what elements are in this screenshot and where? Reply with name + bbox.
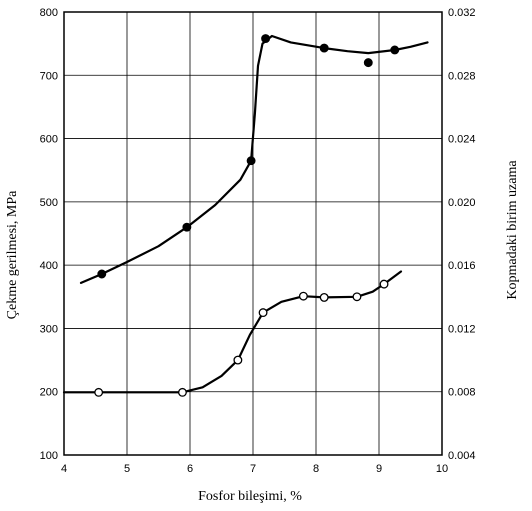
y-right-tick-label: 0.008 (448, 387, 476, 399)
data-point-open (319, 292, 329, 302)
data-point-open (352, 292, 362, 302)
data-point-open (94, 387, 104, 397)
y-left-tick-label: 200 (40, 387, 58, 399)
data-point-filled (261, 34, 271, 44)
y-left-axis-ticks: 100 200 300 400 500 600 700 800 (40, 7, 58, 462)
y-right-tick-label: 0.012 (448, 323, 476, 335)
data-point-open (379, 279, 389, 289)
y-right-tick-label: 0.032 (448, 7, 476, 19)
y-left-tick-label: 800 (40, 7, 58, 19)
data-point-open (258, 308, 268, 318)
y-left-tick-label: 700 (40, 70, 58, 82)
y-right-tick-label: 0.024 (448, 134, 476, 146)
data-point-filled (319, 43, 329, 53)
y-left-tick-label: 600 (40, 134, 58, 146)
y-right-tick-label: 0.020 (448, 197, 476, 209)
data-point-open (233, 355, 243, 365)
x-axis-ticks: 4 5 6 7 8 9 10 (61, 463, 448, 475)
x-tick-label: 9 (376, 463, 382, 475)
data-point-filled (390, 45, 400, 55)
data-point-open (177, 387, 187, 397)
series-line-1 (79, 34, 429, 284)
x-tick-label: 10 (436, 463, 448, 475)
data-point-filled (182, 222, 192, 232)
y-left-tick-label: 500 (40, 197, 58, 209)
x-tick-label: 8 (313, 463, 319, 475)
x-axis-title: Fosfor bileşimi, % (198, 489, 302, 504)
y-right-tick-label: 0.028 (448, 70, 476, 82)
data-point-filled (246, 156, 256, 166)
y-right-axis-title: Kopmadaki birim uzama (505, 160, 520, 300)
data-point-open (298, 291, 308, 301)
x-tick-label: 4 (61, 463, 67, 475)
y-left-tick-label: 300 (40, 323, 58, 335)
series-line-2 (62, 270, 403, 394)
x-tick-label: 5 (124, 463, 130, 475)
x-tick-label: 6 (187, 463, 193, 475)
x-tick-label: 7 (250, 463, 256, 475)
series-curves (62, 34, 429, 394)
plot-frame (63, 11, 443, 456)
series-markers (94, 34, 400, 397)
data-point-filled (363, 58, 373, 68)
data-point-filled (97, 269, 107, 279)
y-right-axis-ticks: 0.004 0.008 0.012 0.016 0.020 0.024 0.028 0.032 (448, 7, 476, 462)
y-right-tick-label: 0.004 (448, 450, 476, 462)
y-right-tick-label: 0.016 (448, 260, 476, 272)
y-left-tick-label: 100 (40, 450, 58, 462)
grid (63, 11, 443, 456)
y-left-tick-label: 400 (40, 260, 58, 272)
y-left-axis-title: Çekme gerilmesi, MPa (5, 190, 20, 319)
